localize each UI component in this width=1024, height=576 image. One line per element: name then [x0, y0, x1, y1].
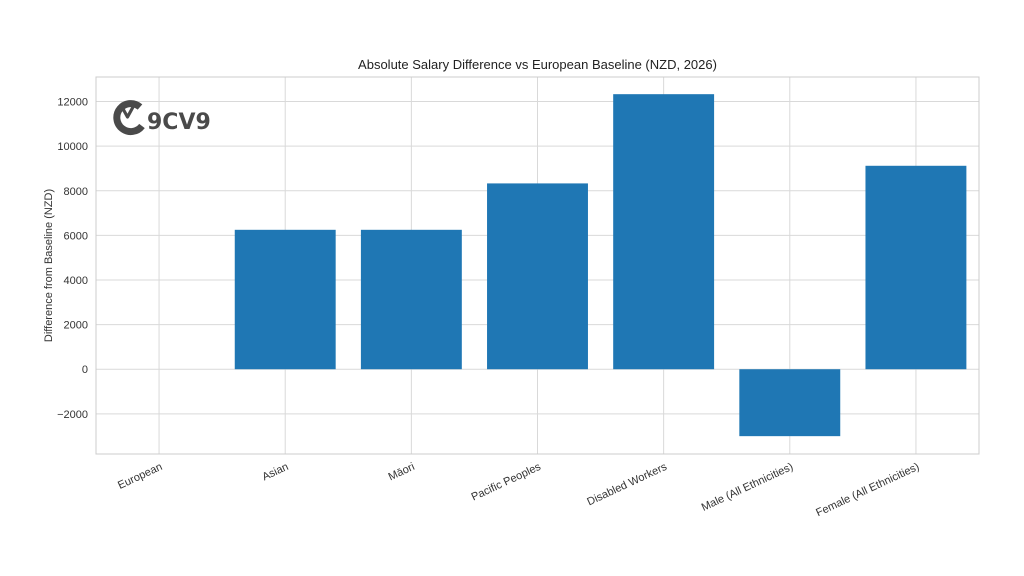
y-tick-labels: −2000 0 2000 4000 6000 8000 10000 12000: [57, 97, 88, 421]
logo-text: 9CV9: [147, 110, 211, 135]
y-tick-label: −2000: [57, 409, 88, 421]
bar-pacific-peoples: [487, 183, 588, 370]
y-tick-label: 6000: [64, 230, 88, 242]
bar-male-all-ethnicities: [739, 369, 841, 437]
y-tick-label: 0: [82, 364, 88, 376]
bar-asian: [234, 229, 336, 370]
chart-title: Absolute Salary Difference vs European B…: [358, 57, 717, 72]
bar-female-all-ethnicities: [865, 165, 967, 370]
plot-frame: [95, 76, 980, 455]
y-tick-label: 4000: [64, 275, 88, 287]
y-tick-label: 2000: [64, 320, 88, 332]
bar-m-ori: [360, 229, 462, 370]
y-tick-label: 8000: [64, 186, 88, 198]
logo-mark-icon: [113, 100, 145, 136]
y-axis-label: Difference from Baseline (NZD): [43, 189, 55, 342]
brand-logo: 9CV9: [113, 100, 211, 136]
y-tick-label: 12000: [57, 97, 88, 109]
bar-disabled-workers: [613, 94, 715, 370]
y-tick-label: 10000: [57, 141, 88, 153]
bars: [234, 94, 967, 437]
